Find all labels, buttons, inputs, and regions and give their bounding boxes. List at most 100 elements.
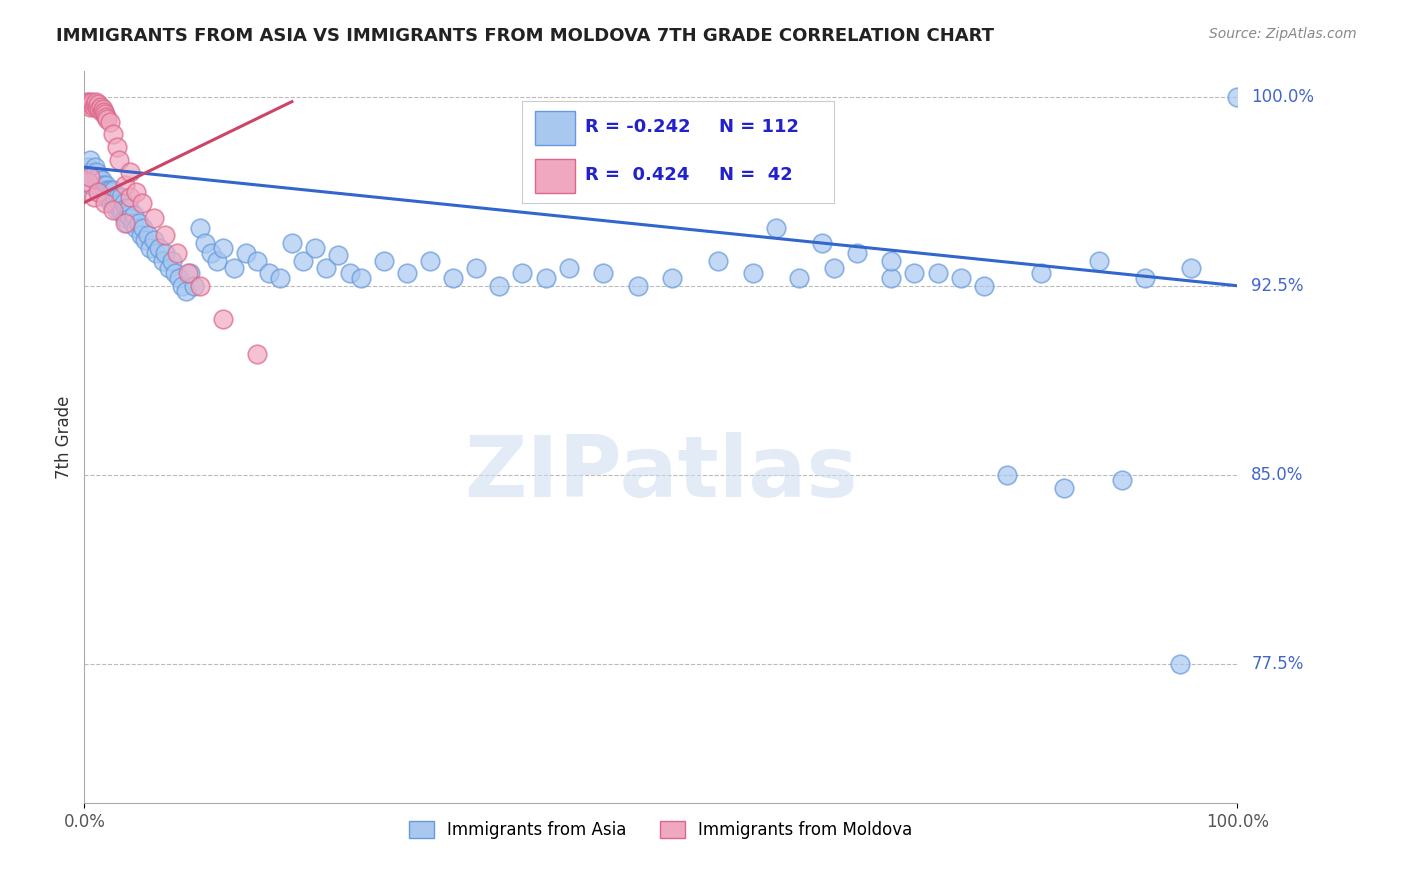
Point — [592, 266, 614, 280]
Point — [83, 160, 105, 174]
Point — [534, 271, 557, 285]
Point — [108, 203, 131, 218]
Point — [142, 233, 165, 247]
Point — [103, 195, 125, 210]
Point — [742, 266, 765, 280]
Point — [419, 253, 441, 268]
Point — [101, 186, 124, 200]
Point — [122, 208, 145, 222]
Point — [995, 467, 1018, 482]
Point — [1088, 253, 1111, 268]
Point — [103, 183, 124, 197]
Point — [120, 190, 142, 204]
Point — [80, 178, 103, 192]
Point — [87, 97, 110, 112]
Point — [76, 160, 98, 174]
Point — [83, 100, 105, 114]
Point — [108, 195, 131, 210]
Text: IMMIGRANTS FROM ASIA VS IMMIGRANTS FROM MOLDOVA 7TH GRADE CORRELATION CHART: IMMIGRANTS FROM ASIA VS IMMIGRANTS FROM … — [56, 27, 994, 45]
Text: 77.5%: 77.5% — [1251, 655, 1303, 673]
Point — [112, 195, 135, 210]
Point — [246, 253, 269, 268]
Point — [1133, 271, 1156, 285]
Point — [339, 266, 361, 280]
Point — [76, 97, 98, 112]
Point — [177, 266, 200, 280]
Point — [96, 112, 118, 127]
Point — [188, 220, 211, 235]
Point — [224, 261, 246, 276]
Point — [557, 261, 579, 276]
Text: 100.0%: 100.0% — [1251, 87, 1315, 105]
Point — [165, 266, 187, 280]
Point — [132, 220, 155, 235]
Point — [166, 246, 188, 260]
Point — [76, 165, 98, 179]
Point — [292, 253, 315, 268]
Point — [76, 95, 98, 109]
Point — [79, 170, 101, 185]
Point — [257, 266, 280, 280]
Point — [105, 203, 128, 218]
Point — [96, 183, 118, 197]
Point — [120, 211, 142, 225]
Point — [93, 104, 115, 119]
Point — [441, 271, 464, 285]
Point — [465, 261, 488, 276]
Point — [96, 110, 118, 124]
Point — [114, 216, 136, 230]
Point — [136, 228, 159, 243]
Point — [211, 241, 233, 255]
Point — [94, 195, 117, 210]
Point — [153, 228, 176, 243]
Point — [927, 266, 949, 280]
Text: ZIPatlas: ZIPatlas — [464, 432, 858, 516]
Point — [396, 266, 419, 280]
Point — [90, 173, 112, 187]
Point — [107, 190, 129, 204]
Point — [148, 241, 170, 255]
Point — [108, 153, 131, 167]
Point — [117, 208, 139, 222]
Point — [89, 170, 111, 185]
Text: Source: ZipAtlas.com: Source: ZipAtlas.com — [1209, 27, 1357, 41]
Point — [787, 271, 810, 285]
Point — [121, 216, 143, 230]
Point — [373, 253, 395, 268]
Point — [880, 271, 903, 285]
Point — [83, 170, 105, 185]
Point — [246, 347, 269, 361]
Point — [512, 266, 534, 280]
Point — [114, 178, 136, 192]
Point — [205, 253, 228, 268]
Point — [91, 102, 114, 116]
Point — [115, 216, 138, 230]
Point — [86, 100, 108, 114]
Point — [174, 284, 197, 298]
Point — [82, 95, 104, 109]
Point — [79, 100, 101, 114]
Point — [94, 190, 117, 204]
Point — [114, 211, 136, 225]
Point — [118, 201, 141, 215]
Point — [120, 165, 142, 179]
Legend: Immigrants from Asia, Immigrants from Moldova: Immigrants from Asia, Immigrants from Mo… — [402, 814, 920, 846]
Point — [661, 271, 683, 285]
Point — [87, 178, 110, 192]
Point — [104, 190, 127, 204]
Point — [103, 128, 124, 142]
Point — [105, 140, 128, 154]
Point — [350, 271, 373, 285]
Point — [880, 253, 903, 268]
Point — [90, 104, 112, 119]
Point — [627, 278, 650, 293]
Point — [131, 195, 153, 210]
Point — [94, 107, 117, 121]
Text: 92.5%: 92.5% — [1251, 277, 1303, 294]
Point — [139, 241, 162, 255]
Point — [1168, 657, 1191, 671]
Point — [194, 235, 217, 250]
Point — [281, 235, 304, 250]
Point — [845, 246, 868, 260]
Point — [183, 278, 205, 293]
